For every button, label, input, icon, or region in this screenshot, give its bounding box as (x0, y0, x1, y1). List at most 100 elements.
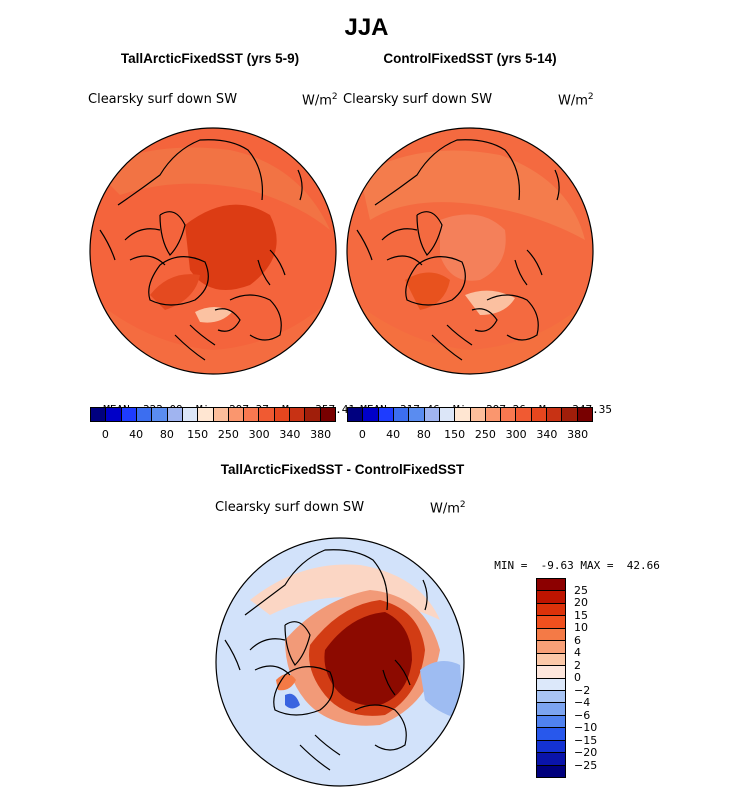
left-colorbar-swatch (273, 408, 290, 421)
right-colorbar-swatch (530, 408, 547, 421)
diff-colorbar-label: 25 (574, 583, 588, 597)
diff-map-coastlines (224, 549, 428, 771)
left-variable-label: Clearsky surf down SW (88, 92, 238, 107)
right-colorbar (347, 407, 593, 422)
right-map-field-pale-patch (465, 290, 515, 315)
diff-max-value: 42.66 (626, 559, 660, 572)
right-colorbar-swatch (377, 408, 393, 421)
diff-map-base-field (216, 538, 464, 786)
diff-colorbar-swatch (537, 615, 565, 628)
left-map-coastlines (99, 139, 303, 361)
left-colorbar-swatch (91, 408, 106, 421)
diff-map-field-orange-spot (276, 674, 296, 691)
diff-colorbar-label: 0 (574, 671, 581, 684)
right-colorbar-tick-label: 340 (536, 428, 558, 441)
left-map-field-greenland (150, 274, 200, 310)
right-colorbar-swatch (561, 408, 577, 421)
right-map-field-greenland (405, 272, 450, 310)
diff-map-field-darkred (324, 612, 412, 706)
right-variable-label: Clearsky surf down SW (343, 92, 493, 107)
right-colorbar-swatch (438, 408, 455, 421)
left-colorbar-swatch (151, 408, 167, 421)
diff-colorbar-label: −4 (574, 696, 591, 709)
diff-colorbar-swatch (537, 714, 565, 728)
left-colorbar-tick-label: 80 (159, 428, 174, 441)
right-colorbar-swatch (454, 408, 470, 421)
diff-colorbar-swatch (537, 702, 565, 715)
left-map-field-pale-patch (195, 307, 232, 323)
diff-title: TallArcticFixedSST - ControlFixedSST (220, 462, 465, 477)
diff-colorbar-labels: 25 20 15 10 6 4 2 0 −2 −4 −6 −10 −15 −20 −25 (570, 578, 610, 778)
right-colorbar-ticks: 0 40 80 150 250 300 340 380 (347, 428, 593, 442)
left-colorbar-swatch (197, 408, 213, 421)
diff-variable-label: Clearsky surf down SW (215, 500, 365, 515)
right-experiment-title: ControlFixedSST (yrs 5-14) (383, 51, 557, 66)
diff-colorbar-swatch (537, 752, 565, 765)
diff-colorbar-label: −10 (574, 721, 598, 734)
diff-colorbar-swatch (537, 665, 565, 678)
left-colorbar-swatch (289, 408, 305, 421)
diff-map-boundary (215, 537, 465, 787)
diff-colorbar-swatch (537, 627, 565, 641)
right-colorbar-swatch (423, 408, 439, 421)
left-colorbar-swatch (304, 408, 320, 421)
diff-colorbar-label: 6 (574, 633, 581, 647)
diff-colorbar-label: −6 (574, 708, 591, 722)
diff-units-label: W/m2 (430, 500, 466, 516)
diff-colorbar-label: 15 (574, 608, 588, 622)
left-colorbar-ticks: 0 40 80 150 250 300 340 380 (90, 428, 336, 442)
right-colorbar-swatch (515, 408, 531, 421)
right-colorbar-swatch (408, 408, 424, 421)
diff-colorbar-label: 20 (574, 596, 588, 609)
right-units-label: W/m2 (558, 92, 594, 108)
diff-map-field-red (309, 600, 425, 716)
diff-colorbar-label: −15 (574, 733, 598, 747)
left-colorbar-tick-label: 340 (279, 428, 301, 441)
diff-colorbar (536, 578, 566, 778)
right-units: W/m (558, 93, 588, 109)
diff-colorbar-swatch (537, 652, 565, 666)
left-colorbar-swatch (319, 408, 335, 421)
left-units-label: W/m2 (302, 92, 338, 108)
diff-colorbar-swatch (537, 640, 565, 653)
left-colorbar-swatch (120, 408, 136, 421)
diff-colorbar-swatch (537, 739, 565, 753)
diff-colorbar-label: 4 (574, 646, 581, 659)
right-colorbar-swatch (546, 408, 562, 421)
right-map-boundary (346, 127, 594, 375)
right-map-field-light (360, 150, 585, 240)
right-colorbar-swatch (469, 408, 485, 421)
diff-map-field-pale-red (250, 564, 440, 620)
right-colorbar-swatch (392, 408, 409, 421)
diff-map-field-blue (420, 661, 464, 720)
left-colorbar-tick-label: 40 (129, 428, 144, 441)
left-experiment-title: TallArcticFixedSST (yrs 5-9) (120, 51, 300, 66)
right-units-exp: 2 (587, 92, 594, 102)
right-colorbar-tick-label: 250 (474, 428, 496, 441)
left-map-field-south (90, 300, 336, 374)
diff-max-label: MAX = (580, 559, 614, 572)
diff-colorbar-label: 2 (574, 658, 581, 672)
right-colorbar-tick-label: 300 (505, 428, 527, 441)
left-colorbar-swatch (181, 408, 198, 421)
diff-min-label: MIN = (494, 559, 528, 572)
right-colorbar-tick-label: 40 (386, 428, 401, 441)
left-colorbar-swatch (166, 408, 182, 421)
left-units: W/m (302, 93, 332, 109)
left-map-field-light (95, 147, 330, 230)
diff-map-field-darkblue (285, 693, 300, 709)
left-colorbar-swatch (212, 408, 228, 421)
left-map-field-dark-center (185, 204, 277, 290)
left-colorbar-swatch (135, 408, 152, 421)
left-colorbar-swatch (227, 408, 244, 421)
diff-colorbar-swatch (537, 764, 565, 777)
left-colorbar-tick-label: 150 (187, 428, 209, 441)
diff-colorbar-swatch (537, 689, 565, 703)
diff-colorbar-swatch (537, 590, 565, 603)
diff-units: W/m (430, 501, 460, 517)
right-colorbar-tick-label: 80 (416, 428, 431, 441)
diff-min-value: -9.63 (540, 559, 574, 572)
diff-colorbar-label: 10 (574, 621, 588, 634)
left-colorbar-tick-label: 250 (217, 428, 239, 441)
right-colorbar-swatch (348, 408, 363, 421)
